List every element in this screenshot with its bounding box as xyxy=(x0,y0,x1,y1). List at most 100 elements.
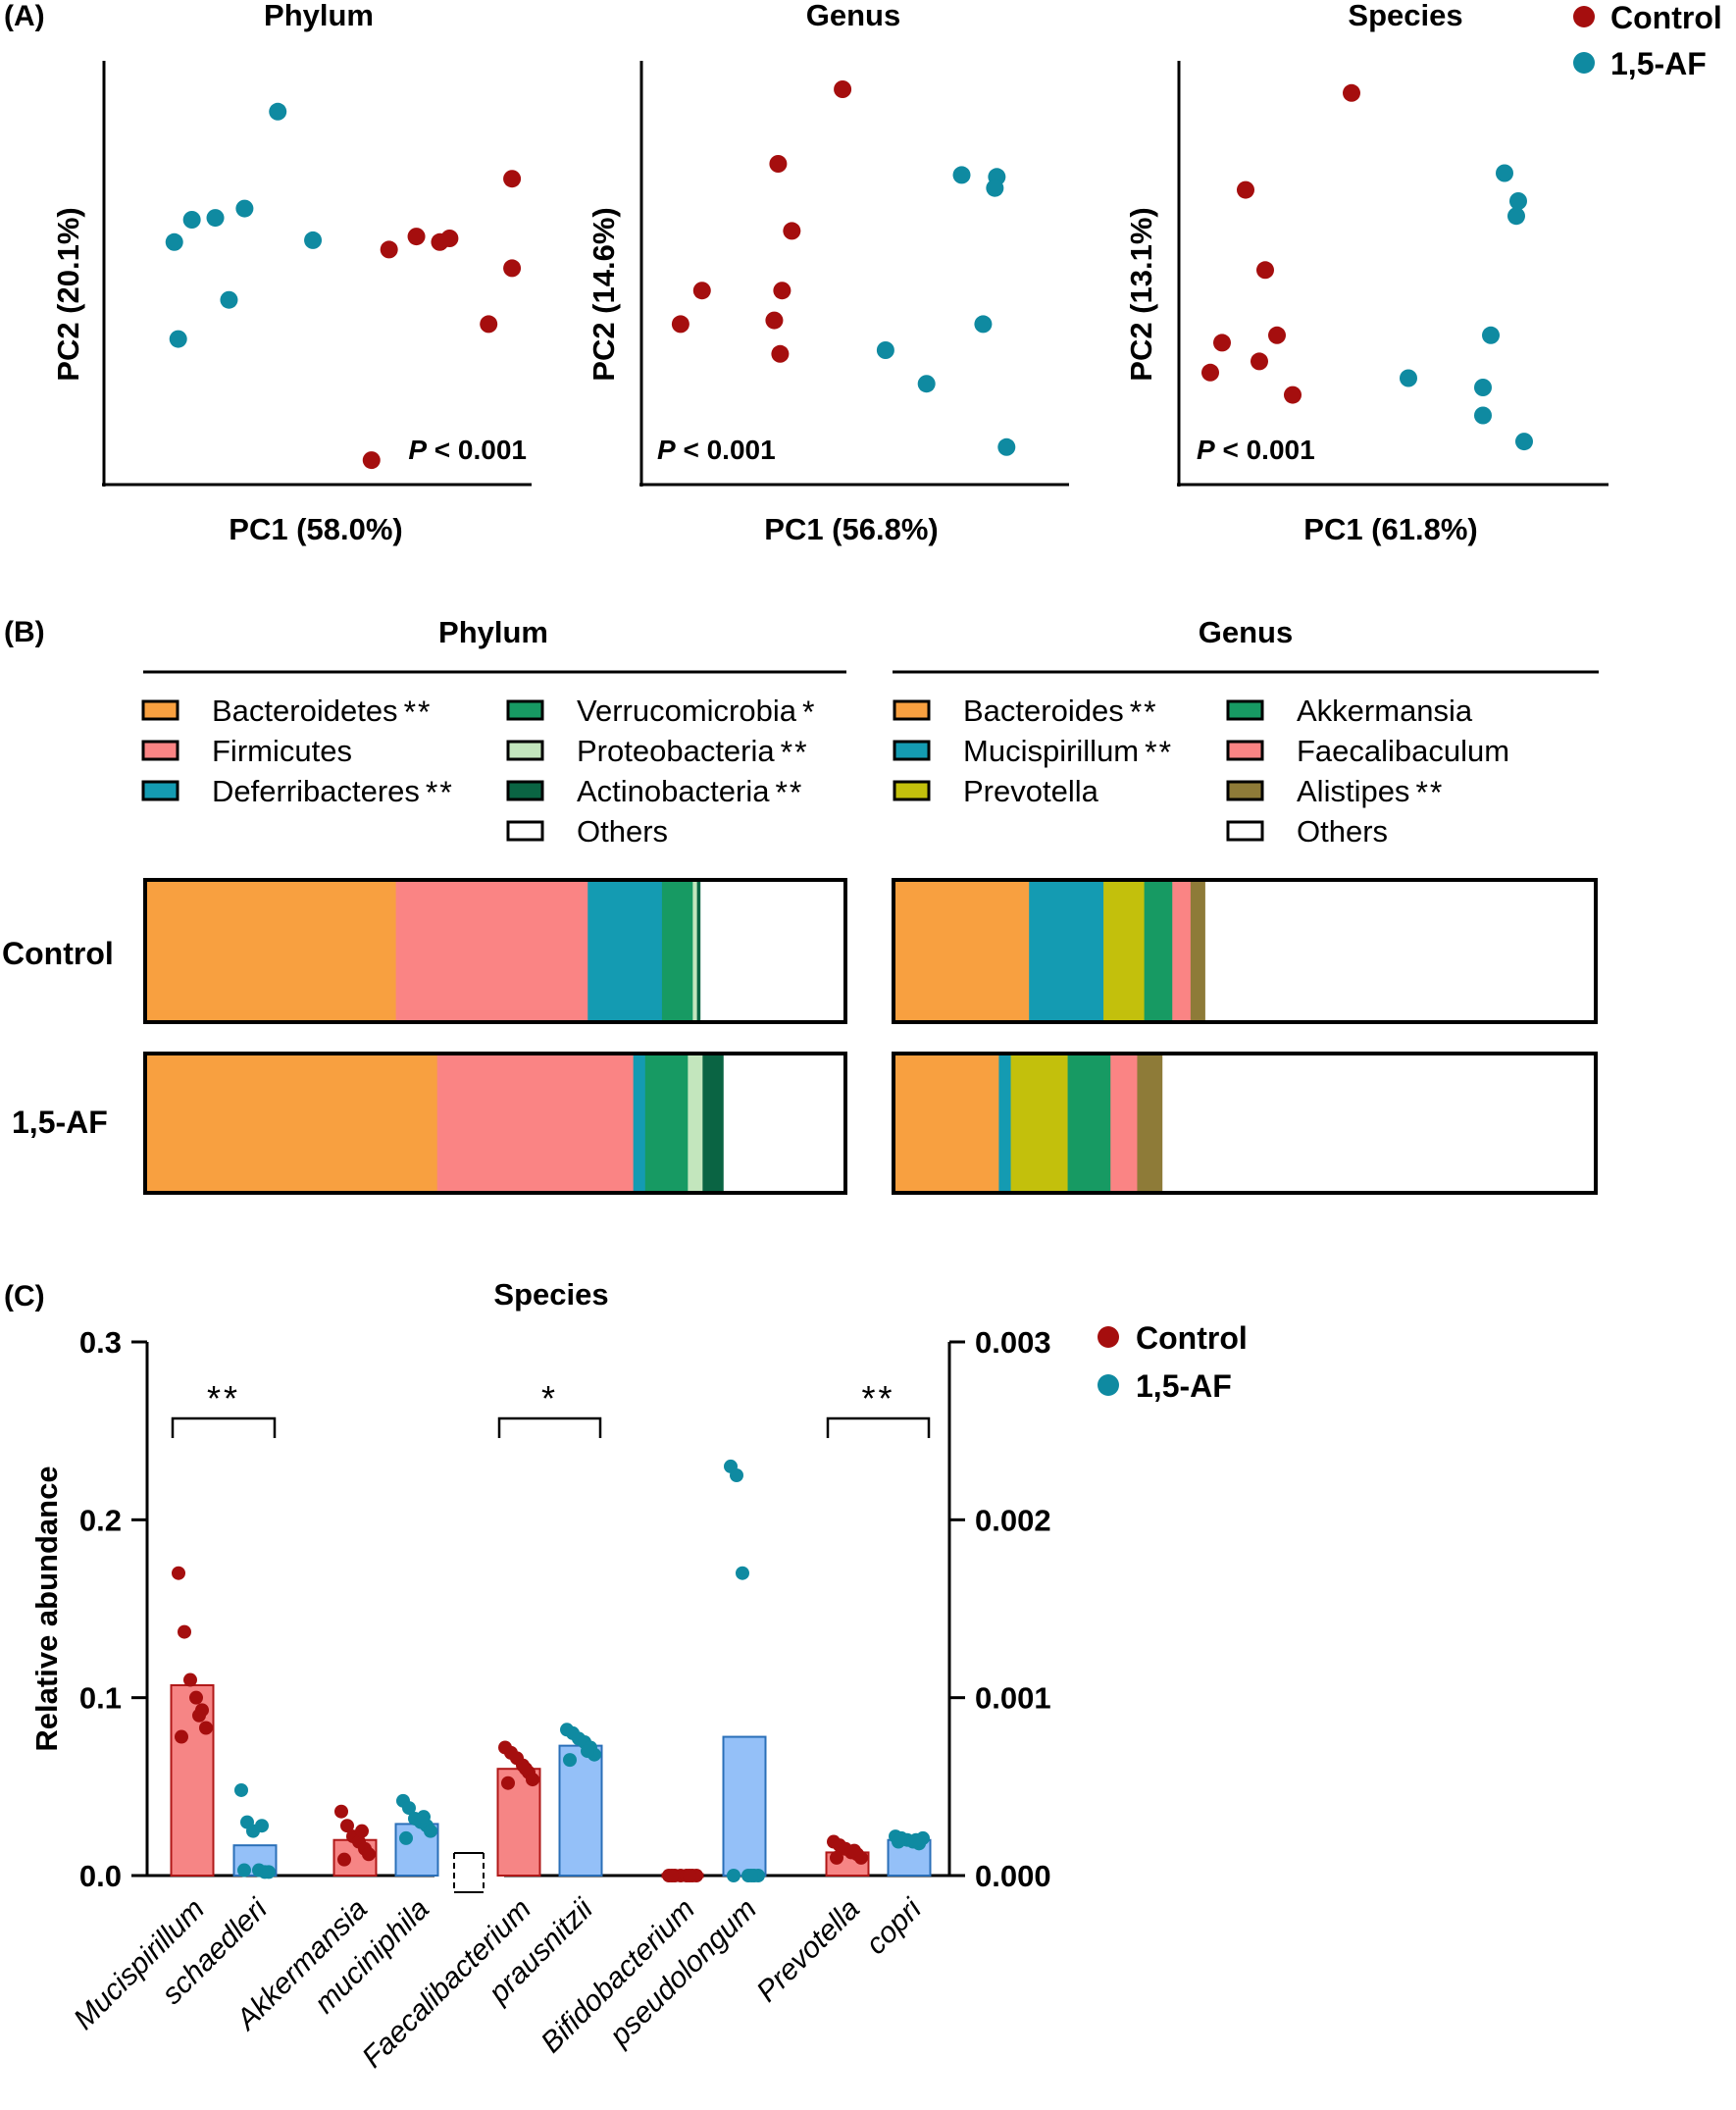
species-x-labels: MucispirillumschaedleriAkkermansiamucini… xyxy=(68,1892,929,2075)
row-label-control: Control xyxy=(2,936,114,971)
control-point xyxy=(1213,334,1231,352)
legend-a: Control 1,5-AF xyxy=(1573,0,1722,81)
control-point xyxy=(407,228,426,246)
control-point xyxy=(503,170,522,188)
species-y-label: Relative abundance xyxy=(29,1466,64,1751)
left-tick-label: 0.1 xyxy=(79,1681,122,1716)
stack-segment-faecalibaculum xyxy=(1110,1054,1138,1193)
control-dot xyxy=(362,1847,376,1862)
af-dot xyxy=(234,1782,248,1797)
stack-segment-bacteroidetes xyxy=(145,880,397,1022)
significance-bracket xyxy=(497,1416,602,1438)
left-tick-label: 0.2 xyxy=(79,1503,122,1537)
pca-species-points xyxy=(1201,83,1533,451)
panel-label-c: (C) xyxy=(4,1280,45,1312)
row-label-af: 1,5-AF xyxy=(12,1105,108,1140)
pca-genus-pvalue: P < 0.001 xyxy=(657,435,776,465)
legend-significance: ** xyxy=(775,775,803,810)
stack-bar-frame xyxy=(892,878,1598,1024)
control-dot xyxy=(665,1869,679,1882)
stack-segment-prevotella xyxy=(1010,1054,1068,1193)
af-bar xyxy=(722,1735,767,1878)
af-point xyxy=(1482,326,1500,344)
stack-phylum-chart: Phylum Bacteroidetes **FirmicutesDeferrib… xyxy=(141,615,847,1195)
legend-label-prevotella: Prevotella xyxy=(963,774,1099,808)
stack-segment-akkermansia xyxy=(1144,880,1173,1022)
af-dot xyxy=(262,1865,276,1879)
legend-significance: ** xyxy=(1145,735,1173,770)
control-dot xyxy=(337,1852,351,1867)
species-title: Species xyxy=(493,1277,608,1312)
right-tick-label: 0.000 xyxy=(975,1859,1051,1893)
stack-bar-frame xyxy=(892,1052,1598,1195)
legend-label-others: Others xyxy=(577,814,668,849)
control-dot xyxy=(526,1773,539,1787)
legend-label-bacteroidetes: Bacteroidetes xyxy=(212,694,398,728)
af-dot xyxy=(255,1819,269,1833)
legend-label-deferribacteres: Deferribacteres xyxy=(212,774,420,808)
control-dot xyxy=(175,1729,188,1744)
control-dot xyxy=(189,1690,203,1705)
af-point xyxy=(1507,207,1525,226)
control-point xyxy=(671,315,689,334)
legend-swatch-firmicutes xyxy=(141,740,179,761)
af-point xyxy=(1496,164,1513,182)
right-tick-label: 0.002 xyxy=(975,1503,1051,1537)
species-right-ticks: 0.000 0.001 0.002 0.003 xyxy=(949,1325,1051,1893)
stack-segment-bacteroides xyxy=(894,1054,999,1193)
stack-segment-deferribacteres xyxy=(633,1054,646,1193)
stack-segment-mucispirillum xyxy=(998,1054,1011,1193)
control-dot xyxy=(183,1673,197,1687)
af-dot xyxy=(909,1832,923,1847)
af-point xyxy=(269,102,287,121)
af-point xyxy=(1515,433,1533,451)
right-tick-label: 0.001 xyxy=(975,1681,1051,1716)
af-dot xyxy=(744,1869,758,1882)
af-point xyxy=(1474,406,1492,425)
stack-segment-faecalibaculum xyxy=(1172,880,1192,1022)
control-point xyxy=(1256,261,1274,280)
control-point xyxy=(692,282,711,300)
legend-significance: ** xyxy=(1130,695,1158,730)
left-tick-label: 0.3 xyxy=(79,1325,122,1360)
pca-genus-chart: Genus PC1 (56.8%) PC2 (14.6%) P < 0.001 xyxy=(587,0,1069,546)
legend-label-faecalibaculum: Faecalibaculum xyxy=(1297,734,1509,768)
af-point xyxy=(917,375,936,393)
af-point xyxy=(220,290,238,309)
legend-swatch-akkermansia xyxy=(1226,699,1264,721)
pca-phylum-chart: Phylum PC1 (58.0%) PC2 (20.1%) P < 0.001 xyxy=(51,0,532,546)
pca-genus-x-label: PC1 (56.8%) xyxy=(764,512,938,546)
legend-c-control-label: Control xyxy=(1136,1320,1248,1356)
stack-bar-frame xyxy=(143,1052,847,1195)
left-tick-label: 0.0 xyxy=(79,1859,122,1893)
legend-c-af-label: 1,5-AF xyxy=(1136,1368,1232,1404)
legend-swatch-bacteroides xyxy=(893,699,931,721)
stack-segment-proteobacteria xyxy=(688,1054,703,1193)
legend-label-others: Others xyxy=(1297,814,1388,849)
control-point xyxy=(1343,83,1360,102)
af-point xyxy=(169,330,187,348)
stack-segment-proteobacteria xyxy=(692,880,698,1022)
af-point xyxy=(1400,369,1417,387)
significance-bracket xyxy=(826,1416,931,1438)
control-point xyxy=(783,222,801,240)
control-dot xyxy=(334,1804,348,1819)
pca-species-pvalue: P < 0.001 xyxy=(1197,435,1315,465)
legend-swatch-others xyxy=(506,820,544,842)
species-label-epithet: copri xyxy=(860,1892,929,1961)
control-point xyxy=(362,451,381,470)
pca-phylum-pvalue: P < 0.001 xyxy=(408,435,527,465)
af-dot xyxy=(424,1824,437,1838)
panel-label-b: (B) xyxy=(4,616,45,648)
stack-segment-others xyxy=(1204,880,1597,1022)
pca-phylum-x-label: PC1 (58.0%) xyxy=(229,512,402,546)
af-dot xyxy=(581,1744,594,1759)
significance-stars: * xyxy=(541,1378,558,1418)
af-point xyxy=(182,211,201,229)
axis-break xyxy=(453,1852,485,1893)
control-point xyxy=(440,230,459,247)
af-dot xyxy=(402,1801,416,1816)
pca-species-y-label: PC2 (13.1%) xyxy=(1124,207,1158,381)
af-point xyxy=(235,199,254,218)
